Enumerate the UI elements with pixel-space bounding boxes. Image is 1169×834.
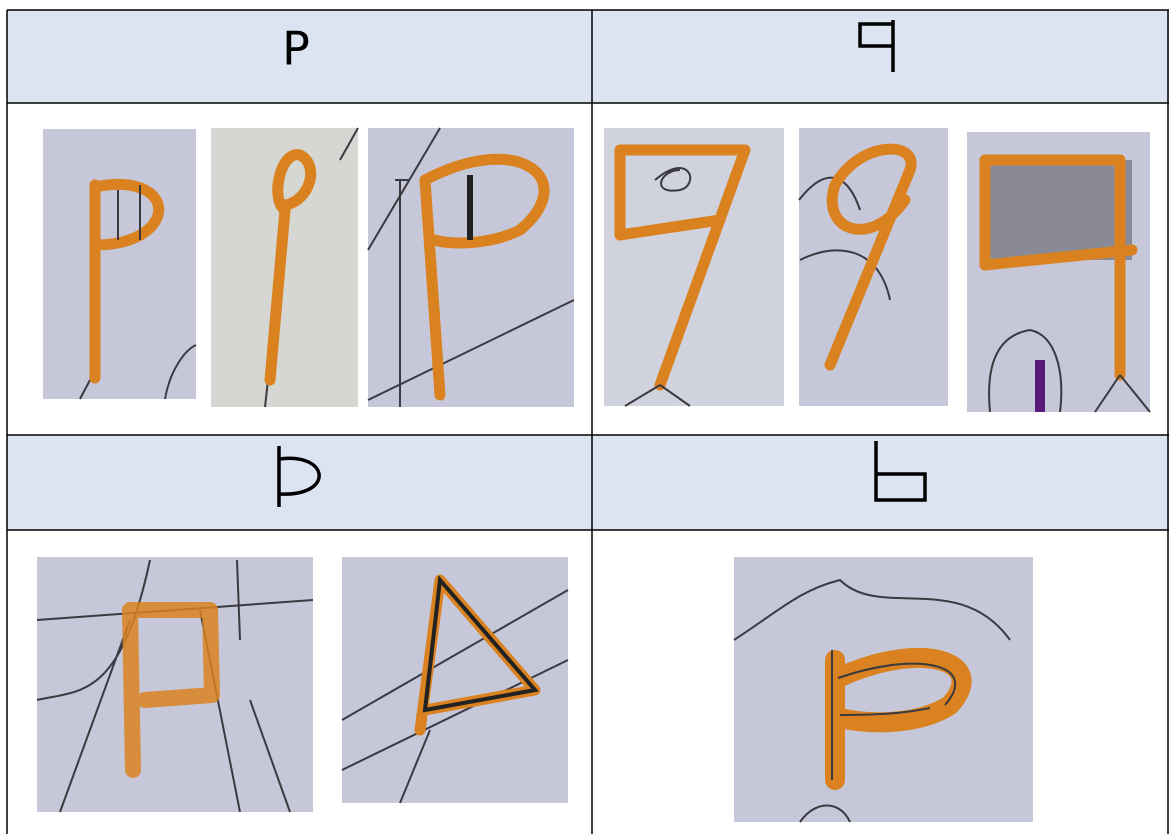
photo [36, 557, 314, 813]
header-glyph [874, 441, 927, 502]
header-glyph: P [282, 22, 310, 76]
photo [733, 557, 1033, 823]
photo [967, 132, 1151, 413]
header-row [7, 435, 1169, 530]
photo [43, 129, 197, 400]
photo [341, 557, 569, 804]
header-glyph [858, 20, 895, 72]
photo [798, 128, 948, 406]
header-glyph [277, 446, 321, 507]
photo [367, 127, 575, 407]
photo [211, 127, 359, 408]
header-row [7, 10, 1169, 103]
table-border [6, 9, 1169, 834]
photo [604, 128, 784, 407]
